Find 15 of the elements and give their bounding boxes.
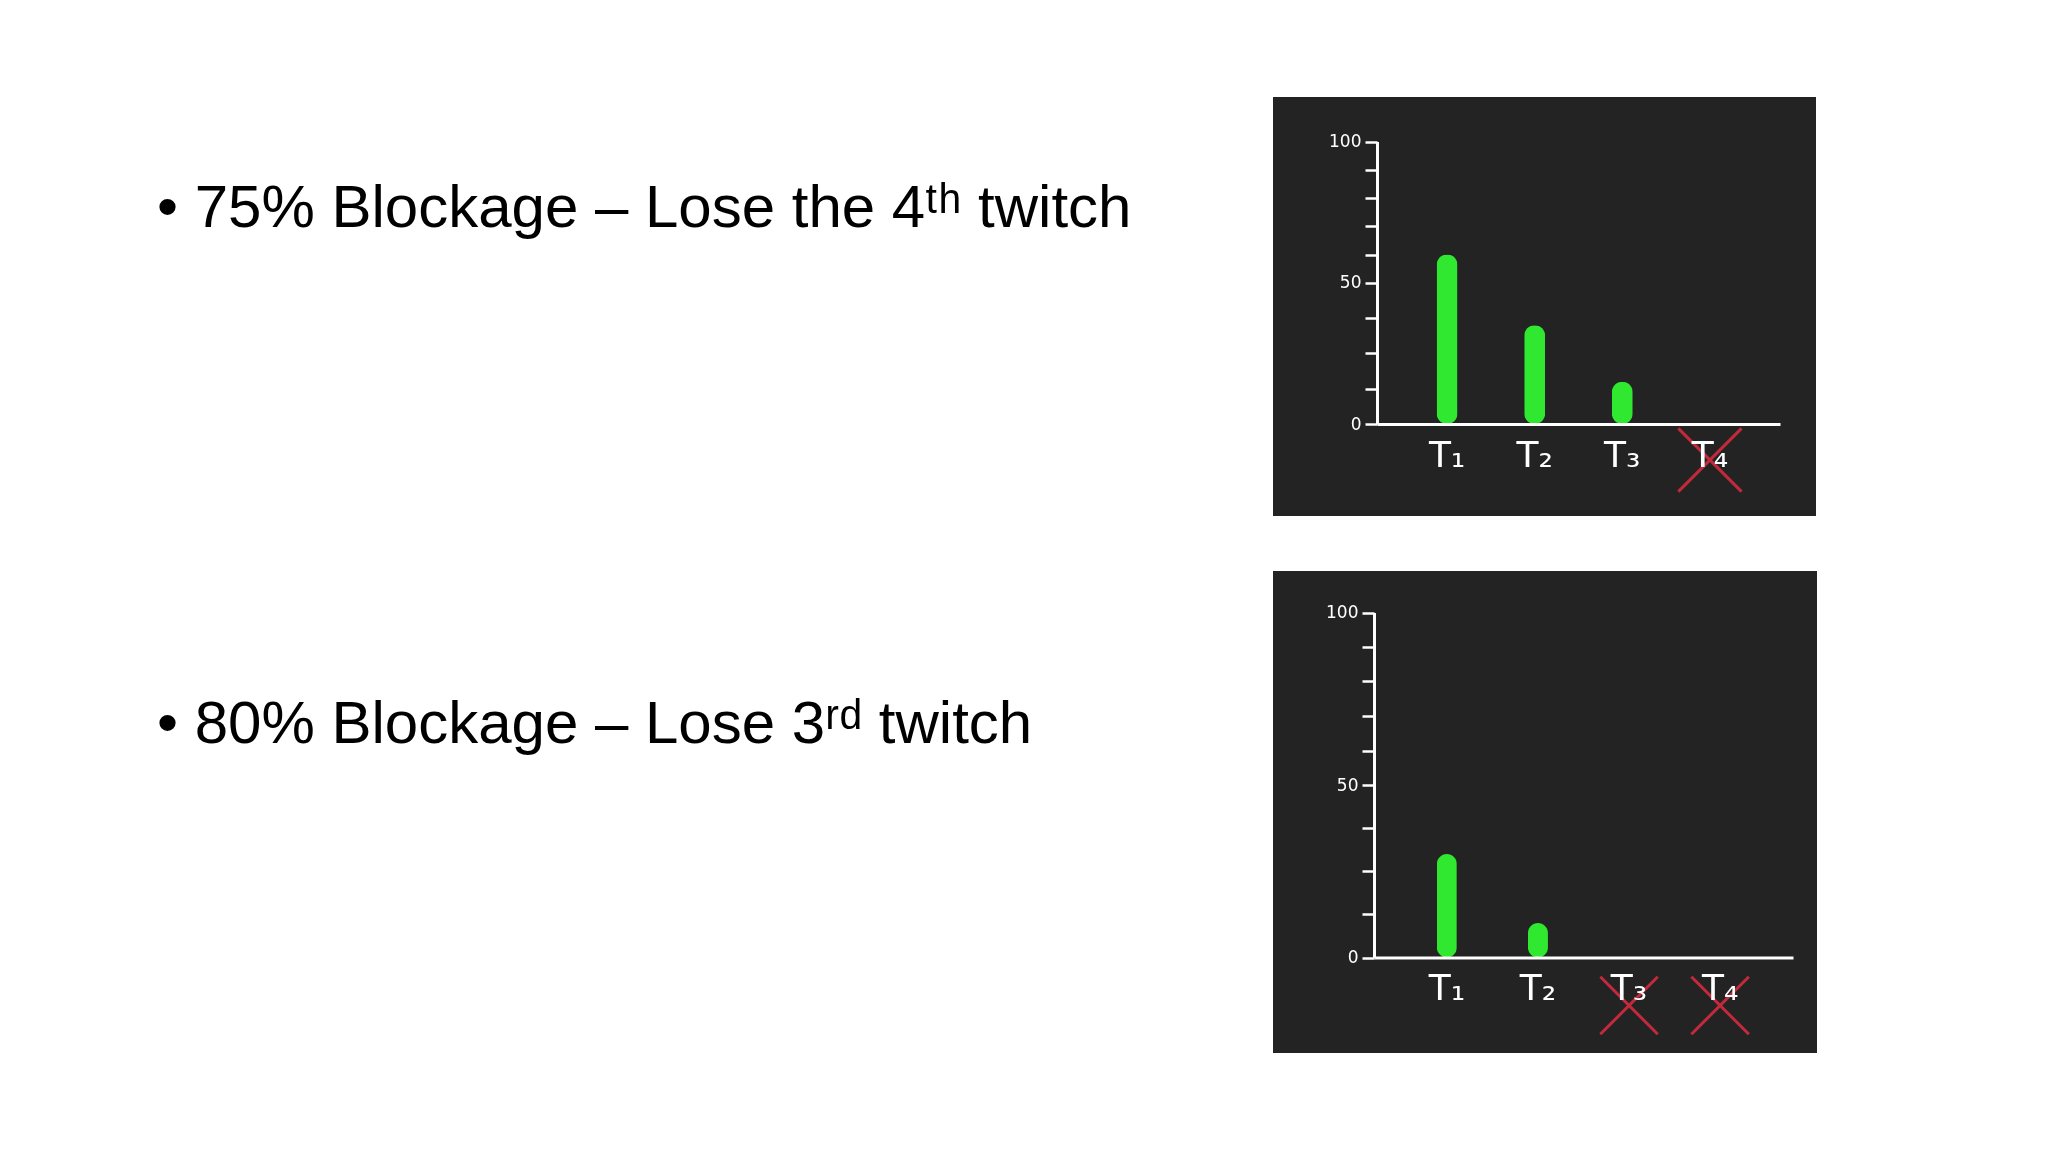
bar [1436,254,1458,424]
bar [1524,325,1546,424]
y-tick-label: 50 [1336,774,1359,795]
x-tick-label: T₂ [1518,967,1557,1008]
y-tick-label: 100 [1329,131,1362,151]
x-tick-label: T₃ [1603,433,1641,475]
x-tick-label: T₂ [1515,433,1553,475]
y-tick-label: 50 [1339,272,1362,293]
text: • 75% Blockage – Lose the 4ᵗʰ twitch [157,173,1132,240]
y-tick-label: 0 [1347,947,1359,967]
x-tick-label: T₁ [1427,967,1466,1008]
y-tick-label: 0 [1350,413,1362,434]
text: • 80% Blockage – Lose 3ʳᵈ twitch [157,689,1033,756]
x-tick-label: T₁ [1427,433,1466,475]
y-tick-label: 100 [1326,602,1359,622]
